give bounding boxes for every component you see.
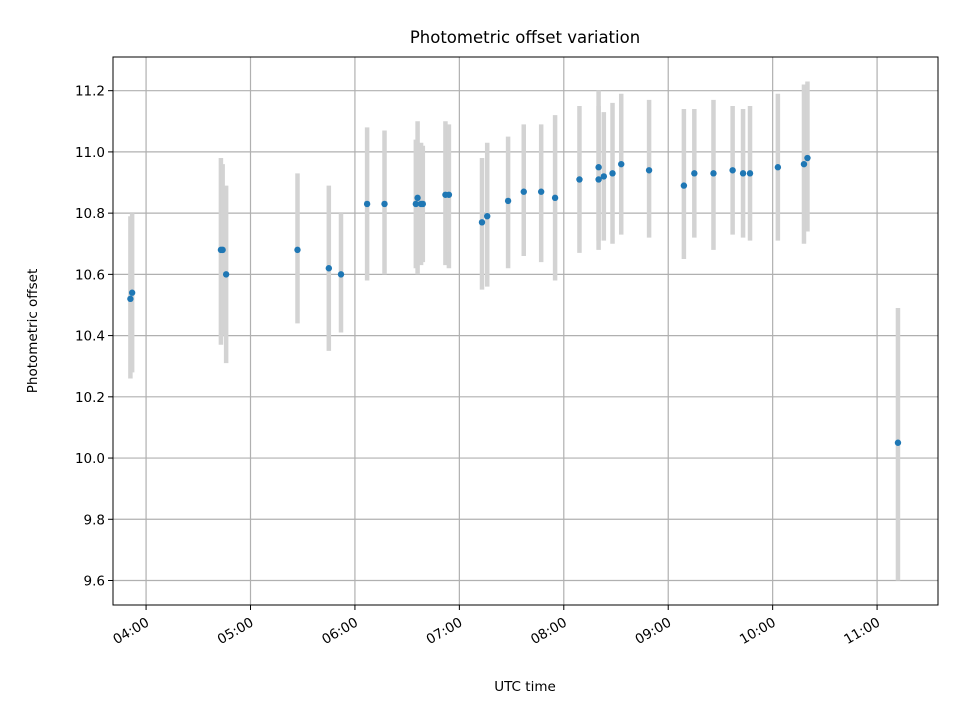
- data-point: [739, 170, 747, 177]
- plot-frame: [112, 56, 939, 606]
- y-tick-label: 11.2: [75, 84, 105, 100]
- data-point: [504, 197, 512, 205]
- y-tick-label: 10.0: [75, 451, 105, 467]
- data-point: [691, 170, 698, 177]
- data-point: [412, 200, 420, 208]
- y-tick-label: 10.6: [75, 267, 105, 283]
- chart-title: Photometric offset variation: [410, 28, 640, 47]
- data-point: [600, 173, 608, 180]
- data-point: [804, 154, 811, 162]
- data-point: [419, 200, 427, 208]
- data-point: [680, 182, 688, 189]
- data-point: [746, 170, 754, 177]
- data-point: [800, 160, 808, 168]
- data-point: [595, 164, 602, 171]
- data-point: [595, 176, 602, 183]
- y-tick-label: 10.4: [75, 329, 105, 345]
- data-point: [618, 160, 625, 168]
- y-axis-ticks: 9.6 9.8 10.0 10.2 10.4 10.6 10.8 11.0 11.2: [75, 84, 113, 590]
- data-point: [363, 200, 371, 208]
- data-point: [710, 170, 717, 177]
- data-point: [551, 194, 559, 202]
- data-point: [127, 295, 134, 303]
- data-point: [414, 194, 421, 202]
- x-axis-label: UTC time: [494, 679, 556, 695]
- y-tick-label: 10.8: [75, 206, 105, 222]
- data-point: [537, 188, 545, 195]
- y-tick-label: 9.6: [84, 574, 105, 590]
- y-tick-label: 11.0: [75, 145, 105, 161]
- data-point: [294, 246, 301, 254]
- data-point: [645, 167, 653, 174]
- data-point: [219, 246, 226, 254]
- y-tick-label: 9.8: [84, 512, 105, 528]
- data-point: [576, 176, 583, 183]
- grid-lines: [113, 57, 938, 605]
- y-tick-label: 10.2: [75, 390, 105, 406]
- data-point: [774, 164, 782, 171]
- data-point: [484, 212, 491, 220]
- data-points: [127, 154, 902, 446]
- data-point: [478, 219, 486, 226]
- data-point: [381, 200, 388, 208]
- data-point: [609, 170, 616, 177]
- data-point: [337, 271, 345, 278]
- data-point: [520, 188, 527, 195]
- data-point: [222, 271, 230, 278]
- y-axis-label: Photometric offset: [25, 269, 41, 393]
- data-point: [128, 289, 136, 296]
- data-point: [325, 265, 333, 272]
- data-point: [894, 439, 902, 446]
- data-point: [445, 191, 453, 198]
- data-point: [729, 167, 736, 174]
